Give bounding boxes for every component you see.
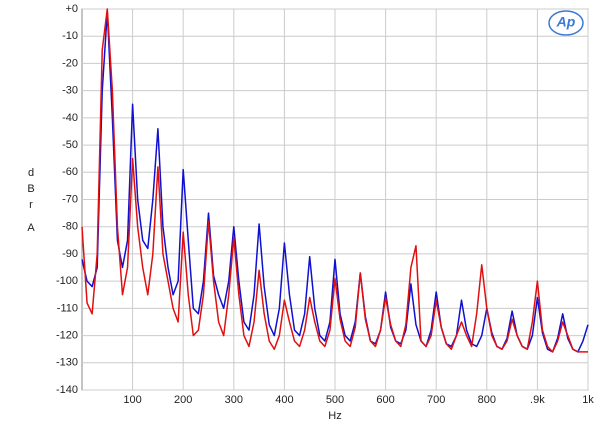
y-tick-label: -40 xyxy=(62,112,78,124)
y-tick-label: -30 xyxy=(62,85,78,97)
y-tick-label: -80 xyxy=(62,221,78,233)
x-tick-label: 700 xyxy=(427,394,445,406)
x-tick-label: 800 xyxy=(478,394,496,406)
y-tick-label: -20 xyxy=(62,57,78,69)
y-tick-label: -110 xyxy=(57,302,78,314)
y-tick-label: -100 xyxy=(56,275,78,287)
series-line xyxy=(81,8,588,353)
y-tick-label: -50 xyxy=(62,139,78,151)
x-tick-label: 200 xyxy=(174,394,192,406)
y-axis-label: dBr xyxy=(27,167,35,211)
y-tick-label: -120 xyxy=(56,329,78,341)
logo-ring xyxy=(548,10,584,36)
y-tick-label: -90 xyxy=(62,248,78,260)
x-tick-label: 300 xyxy=(225,394,243,406)
y-tick-label: -70 xyxy=(62,193,78,205)
x-tick-label: 600 xyxy=(376,394,394,406)
x-axis-label: Hz xyxy=(328,410,341,422)
logo: Ap xyxy=(556,14,576,30)
x-tick-label: .9k xyxy=(530,394,545,406)
y-axis-unit: A xyxy=(27,222,35,234)
x-tick-label: 400 xyxy=(275,394,293,406)
y-tick-label: -140 xyxy=(56,384,78,396)
y-tick-label: -130 xyxy=(56,357,78,369)
y-tick-label: +0 xyxy=(65,3,78,15)
y-tick-label: -60 xyxy=(62,166,78,178)
x-tick-label: 500 xyxy=(326,394,344,406)
y-tick-label: -10 xyxy=(62,30,78,42)
x-tick-label: 100 xyxy=(123,394,141,406)
x-tick-label: 1k xyxy=(582,394,594,406)
